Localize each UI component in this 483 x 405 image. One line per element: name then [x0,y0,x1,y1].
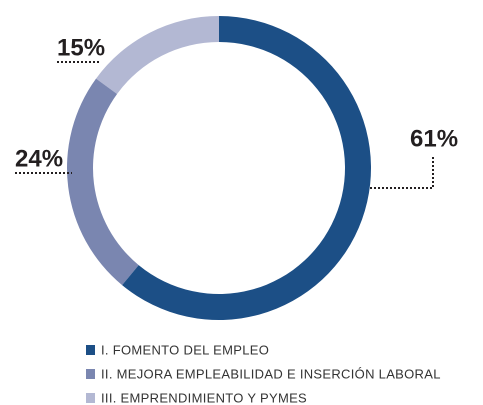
legend-swatch [86,369,95,379]
legend-label: I. FOMENTO DEL EMPLEO [101,342,269,357]
legend-swatch [86,393,95,403]
value-label: 15% [57,34,105,61]
value-label: 61% [410,125,458,152]
donut-segment [122,16,371,320]
donut-segment [96,15,219,94]
legend-label: III. EMPRENDIMIENTO Y PYMES [101,390,307,405]
legend-label: II. MEJORA EMPLEABILIDAD E INSERCIÓN LAB… [101,366,441,381]
leader-line [370,156,434,189]
value-label: 24% [15,145,63,172]
legend-swatch [86,345,95,355]
donut-segment [67,78,139,286]
